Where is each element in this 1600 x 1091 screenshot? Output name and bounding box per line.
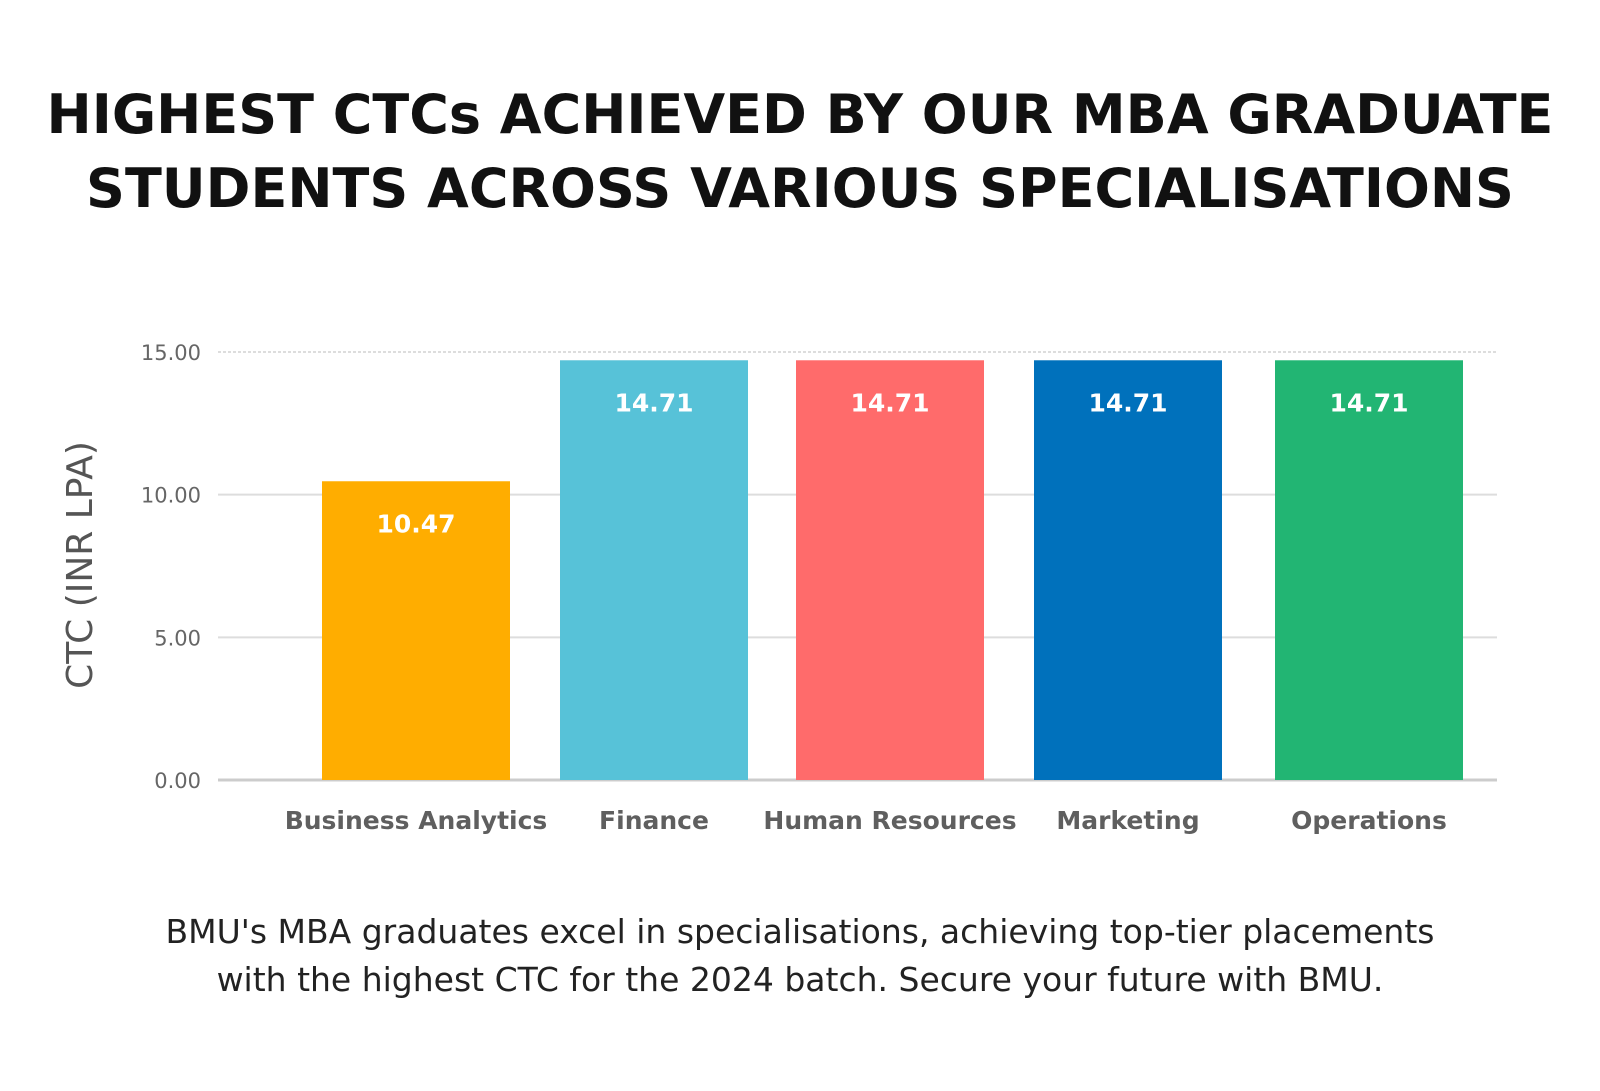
bar-business-analytics [322,481,510,780]
bar-human-resources [796,360,984,780]
bars [322,360,1463,780]
x-category-label: Operations [1291,806,1447,835]
caption-line-2: with the highest CTC for the 2024 batch.… [216,960,1384,999]
bar-operations [1275,360,1463,780]
y-tick-label: 0.00 [154,769,201,793]
x-category-label: Business Analytics [285,806,548,835]
caption-line-1: BMU's MBA graduates excel in specialisat… [165,912,1435,951]
bar-marketing [1034,360,1222,780]
x-category-label: Human Resources [763,806,1016,835]
y-tick-label: 10.00 [141,484,201,508]
caption: BMU's MBA graduates excel in specialisat… [0,908,1600,1004]
y-tick-label: 5.00 [154,626,201,650]
bar-value-label: 14.71 [1329,388,1408,417]
y-axis-title: CTC (INR LPA) [60,441,101,689]
chart-title-line-1: HIGHEST CTCs ACHIEVED BY OUR MBA GRADUAT… [46,83,1554,146]
x-category-label: Marketing [1056,806,1199,835]
bar-value-label: 14.71 [614,388,693,417]
labels: 0.00 5.00 10.00 15.00 10.47 Business Analytic… [141,341,1447,835]
y-tick-label: 15.00 [141,341,201,365]
bar-value-label: 10.47 [376,509,455,538]
bar-value-label: 14.71 [850,388,929,417]
bar-finance [560,360,748,780]
bar-value-label: 14.71 [1088,388,1167,417]
chart-title-line-2: STUDENTS ACROSS VARIOUS SPECIALISATIONS [86,157,1514,220]
x-category-label: Finance [599,806,709,835]
chart-title: HIGHEST CTCs ACHIEVED BY OUR MBA GRADUAT… [0,78,1600,226]
